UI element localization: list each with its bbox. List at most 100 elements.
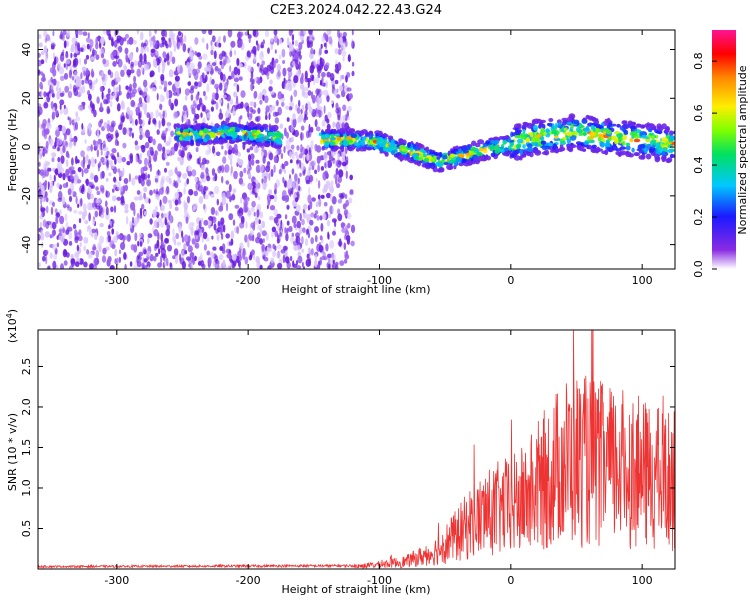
noise-dot [301, 248, 305, 253]
noise-dot [350, 224, 356, 234]
noise-dot [334, 63, 339, 69]
noise-dot [284, 195, 288, 203]
noise-dot [128, 173, 131, 183]
noise-dot [154, 150, 158, 156]
signal-dot [548, 142, 553, 147]
noise-dot [214, 65, 219, 72]
signal-dot [415, 155, 419, 161]
colorbar: 0.00.20.40.60.8 Normalized spectral ampl… [692, 30, 749, 278]
noise-dot [145, 129, 150, 139]
noise-dot [101, 91, 104, 100]
noise-dot [284, 226, 287, 234]
y-tick-label: 1.5 [20, 439, 33, 457]
noise-dot [347, 56, 351, 61]
signal-dot [387, 135, 394, 141]
signal-dot [582, 132, 588, 136]
noise-dot [307, 247, 311, 253]
noise-dot [144, 196, 150, 204]
noise-dot [161, 68, 165, 74]
noise-dot [319, 57, 323, 63]
noise-dot [198, 55, 203, 60]
noise-dot [227, 75, 233, 80]
noise-dot [44, 191, 48, 198]
noise-dot [157, 56, 162, 64]
noise-dot [218, 53, 223, 60]
noise-dot [74, 236, 80, 241]
noise-dot [161, 130, 167, 137]
signal-dot [566, 138, 572, 144]
noise-dot [105, 206, 109, 216]
noise-dot [155, 109, 159, 118]
noise-dot [38, 262, 41, 268]
noise-dot [271, 105, 276, 111]
noise-dot [143, 264, 146, 269]
noise-dot [249, 230, 254, 236]
noise-dot [249, 146, 254, 151]
noise-dot [111, 228, 115, 235]
noise-dot [64, 85, 70, 93]
noise-dot [208, 190, 211, 196]
noise-dot [265, 105, 270, 113]
noise-dot [55, 126, 60, 131]
signal-dot [200, 125, 204, 131]
noise-dot [111, 155, 116, 161]
signal-dot [533, 124, 538, 131]
noise-dot [261, 60, 266, 66]
noise-dot [112, 188, 115, 193]
signal-dot [208, 125, 213, 129]
noise-dot [178, 224, 182, 234]
noise-dot [66, 30, 71, 38]
noise-dot [219, 246, 224, 251]
noise-dot [96, 190, 101, 196]
noise-dot [102, 247, 107, 255]
noise-dot [130, 99, 135, 108]
signal-dot [179, 136, 183, 141]
noise-dot [289, 159, 293, 164]
noise-dot [288, 30, 293, 37]
noise-dot [291, 232, 295, 237]
noise-dot [67, 188, 72, 196]
noise-dot [335, 177, 338, 185]
noise-dot [168, 210, 172, 217]
noise-dot [139, 207, 143, 216]
signal-dot [433, 155, 437, 160]
y-tick-label: 2.5 [20, 358, 33, 376]
noise-dot [323, 152, 328, 161]
noise-dot [195, 113, 200, 120]
signal-dot [645, 153, 652, 160]
y-tick-label: 40 [20, 43, 33, 57]
signal-dot [662, 147, 668, 151]
noise-dot [305, 130, 310, 139]
noise-dot [286, 204, 290, 210]
signal-dot [519, 154, 524, 159]
signal-dot [494, 144, 500, 150]
signal-dot [202, 127, 209, 133]
noise-dot [247, 111, 250, 118]
noise-dot [294, 197, 299, 203]
noise-dot [339, 84, 343, 92]
noise-dot [310, 212, 315, 218]
noise-dot [70, 258, 76, 267]
noise-dot [308, 30, 313, 35]
noise-dot [64, 213, 68, 222]
noise-dot [191, 169, 197, 177]
noise-dot [146, 179, 152, 187]
noise-dot [334, 48, 339, 55]
noise-dot [38, 52, 41, 58]
signal-dot [242, 141, 247, 145]
noise-dot [105, 177, 109, 182]
noise-dot [272, 111, 278, 117]
noise-dot [124, 263, 127, 269]
signal-dot [669, 130, 674, 136]
noise-dot [211, 100, 217, 105]
noise-dot [273, 164, 276, 173]
noise-dot [273, 193, 278, 203]
noise-dot [172, 91, 178, 96]
noise-dot [225, 202, 229, 212]
signal-dot [562, 136, 567, 141]
noise-dot [278, 54, 282, 60]
noise-dot [286, 131, 289, 139]
noise-dot [228, 241, 233, 246]
signal-dot [430, 163, 436, 170]
signal-dot [324, 140, 330, 145]
